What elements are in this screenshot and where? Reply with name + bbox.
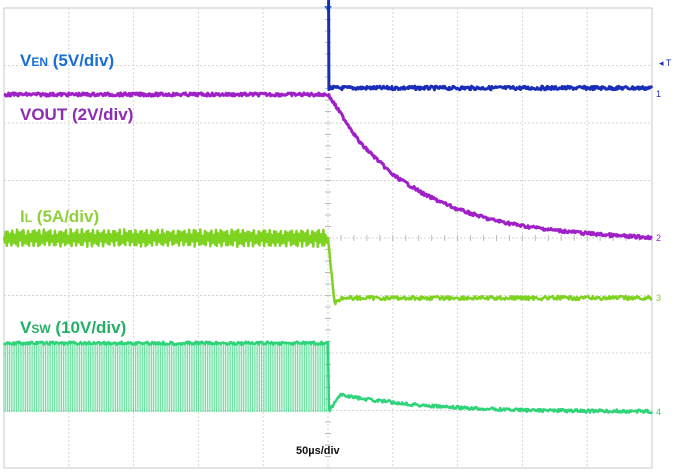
channel-label-il: IL (5A/div) xyxy=(20,207,99,226)
trace-channel-1 xyxy=(327,0,654,92)
timebase-label: 50µs/div xyxy=(296,445,341,457)
channel-marker-1: 1 xyxy=(656,89,661,99)
channel-marker-2: 2 xyxy=(656,233,661,243)
channel-label-ven: VEN (5V/div) xyxy=(20,51,114,70)
channel-label-vout: VOUT (2V/div) xyxy=(20,105,133,124)
scope-traces xyxy=(2,0,654,415)
trigger-marker: ◂ T xyxy=(659,58,672,68)
trace-channel-4-switching xyxy=(3,342,327,412)
channel-marker-4: 4 xyxy=(656,407,661,417)
channel-marker-3: 3 xyxy=(656,293,661,303)
trace-channel-3 xyxy=(2,227,653,306)
channel-label-vsw: VSW (10V/div) xyxy=(20,318,126,337)
trace-channel-2 xyxy=(3,91,653,241)
